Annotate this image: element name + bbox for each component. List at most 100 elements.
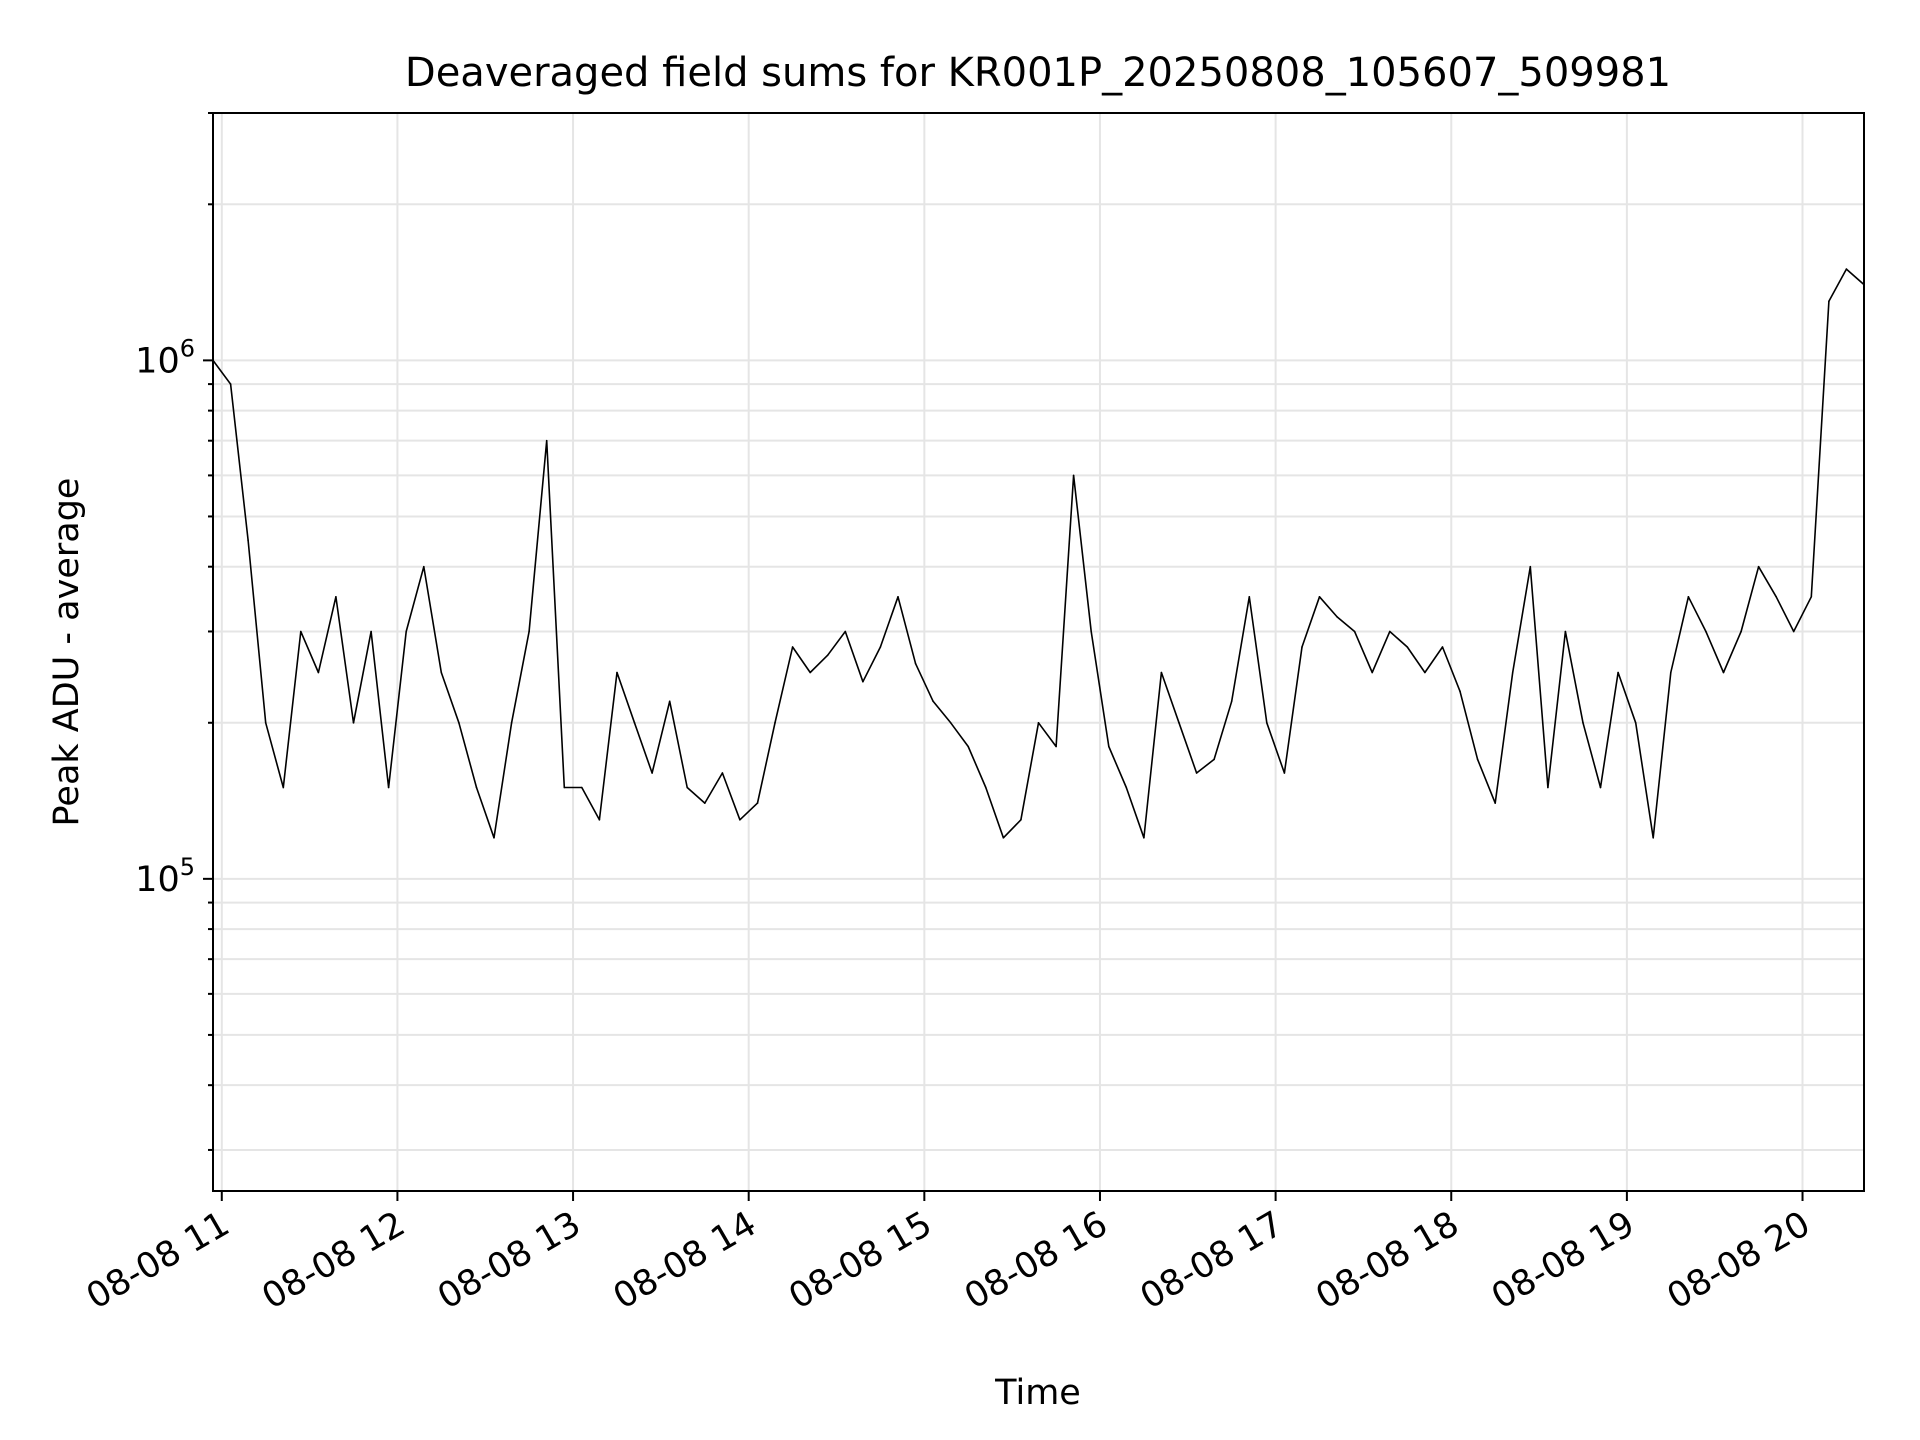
data-point	[1529, 565, 1532, 568]
data-point	[826, 654, 829, 656]
data-point	[932, 700, 934, 703]
data-point	[440, 671, 443, 674]
data-point	[1055, 745, 1057, 748]
data-point	[1301, 646, 1303, 648]
data-point	[774, 722, 776, 724]
data-point	[1564, 630, 1567, 633]
data-point	[563, 786, 566, 789]
data-point	[545, 439, 548, 442]
data-point	[1248, 596, 1251, 598]
data-point	[914, 662, 917, 665]
data-point	[1617, 671, 1619, 674]
data-point	[475, 786, 478, 789]
data-point	[1441, 646, 1444, 648]
data-point	[352, 722, 355, 724]
series-layer	[213, 268, 1864, 839]
data-point	[809, 671, 811, 674]
data-point	[967, 745, 969, 748]
data-point	[633, 722, 636, 724]
data-point	[335, 596, 337, 598]
grid	[213, 112, 1864, 1191]
data-point	[1371, 671, 1373, 674]
data-point	[704, 802, 706, 804]
data-point	[282, 786, 285, 789]
data-point	[1828, 300, 1830, 303]
data-point	[686, 786, 688, 789]
data-point	[1213, 758, 1215, 761]
data-point	[1108, 745, 1110, 748]
data-point	[1020, 819, 1022, 821]
data-point	[1670, 671, 1672, 674]
data-point	[1283, 772, 1286, 774]
data-point	[1494, 802, 1496, 804]
data-point	[949, 722, 952, 724]
data-point	[1266, 722, 1268, 724]
y-axis-label: Peak ADU - average	[47, 478, 87, 827]
data-point	[1599, 786, 1602, 789]
data-point	[1775, 596, 1777, 598]
data-point	[1336, 616, 1338, 618]
data-point	[317, 671, 320, 674]
y-tick-label: 106	[135, 334, 195, 381]
data-point	[756, 802, 759, 804]
data-point	[1406, 646, 1409, 648]
data-point	[423, 565, 425, 568]
data-point	[897, 596, 899, 598]
y-tick-label: 105	[135, 853, 195, 900]
data-point	[1476, 758, 1479, 761]
data-point	[1143, 837, 1145, 839]
data-point	[1195, 772, 1198, 774]
data-point	[1389, 630, 1391, 633]
data-point	[721, 772, 724, 774]
data-point	[1318, 596, 1321, 598]
data-point	[791, 646, 794, 648]
data-point	[1547, 786, 1549, 789]
data-point	[598, 819, 601, 821]
data-point	[616, 671, 618, 674]
data-point	[1705, 630, 1707, 633]
data-point	[739, 819, 741, 821]
data-point	[1687, 596, 1690, 598]
data-point	[668, 700, 671, 703]
data-point	[458, 722, 460, 724]
data-point	[1037, 722, 1040, 724]
data-point	[1002, 837, 1005, 839]
data-point	[844, 630, 847, 633]
x-axis-label: Time	[994, 1373, 1081, 1413]
data-point	[1424, 671, 1426, 674]
data-point	[1459, 690, 1461, 693]
data-point	[1810, 596, 1813, 598]
data-point	[1845, 268, 1848, 270]
plot-frame	[212, 112, 1865, 1192]
data-point	[1178, 722, 1180, 724]
data-point	[1740, 630, 1742, 633]
data-point	[1652, 837, 1654, 839]
data-point	[300, 630, 302, 633]
data-point	[651, 772, 653, 774]
data-point	[1634, 722, 1637, 724]
chart-title: Deaveraged field sums for KR001P_2025080…	[405, 50, 1671, 96]
data-point	[1792, 630, 1795, 633]
data-point	[1353, 630, 1356, 633]
data-point	[1722, 671, 1725, 674]
data-point	[862, 680, 864, 683]
data-point	[1072, 474, 1075, 477]
data-point	[370, 630, 372, 633]
data-point	[528, 630, 530, 633]
data-point	[1230, 700, 1233, 703]
data-point	[493, 837, 495, 839]
data-point	[510, 722, 513, 724]
data-point	[879, 646, 882, 648]
data-point	[1125, 786, 1128, 789]
data-point	[247, 539, 249, 541]
data-point	[1582, 722, 1584, 724]
data-point	[1160, 671, 1163, 674]
data-point	[1511, 671, 1514, 674]
data-point	[229, 383, 232, 385]
data-point	[264, 722, 267, 724]
data-point	[405, 630, 408, 633]
data-point	[1090, 630, 1092, 633]
data-point	[387, 786, 390, 789]
